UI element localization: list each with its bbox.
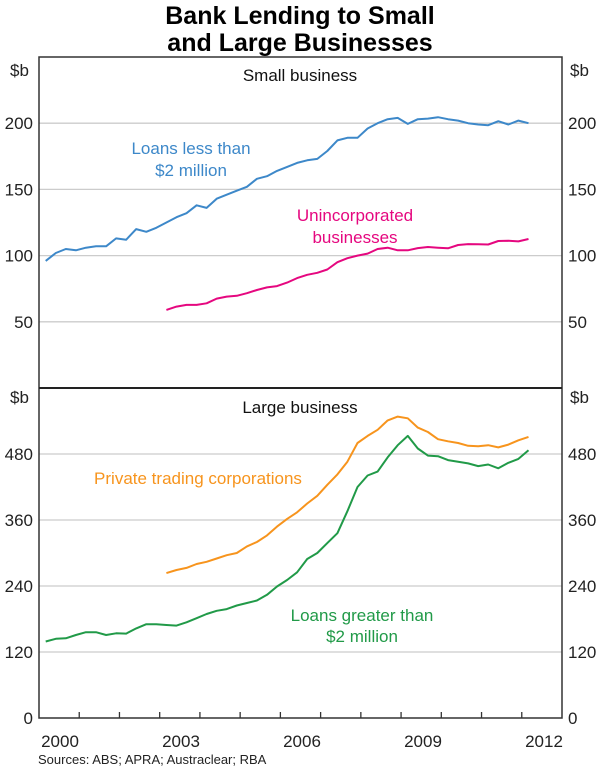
label-loans-small-l1: Loans less than — [131, 139, 250, 158]
y-unit-right-top: $b — [570, 61, 589, 80]
x-tick-label-2012: 2012 — [525, 732, 563, 751]
y-tick-label-right: 0 — [568, 709, 577, 728]
y-tick-label-left: 240 — [5, 577, 33, 596]
y-tick-label-left: 120 — [5, 643, 33, 662]
series-line-loans-greater-than-2-million — [45, 434, 530, 643]
y-tick-label-right: 360 — [568, 511, 596, 530]
y-tick-label-left: 480 — [5, 445, 33, 464]
y-tick-label-left: 100 — [5, 247, 33, 266]
x-tick-label-2009: 2009 — [404, 732, 442, 751]
label-private-trading: Private trading corporations — [94, 469, 302, 488]
y-tick-label-left: 50 — [14, 313, 33, 332]
y-tick-labels-bottom: 0 0 120 120 240 240 360 360 480 480 — [5, 445, 597, 728]
label-unincorporated-l1: Unincorporated — [297, 206, 413, 225]
y-tick-labels-top: 50 50 100 100 150 150 200 200 — [5, 114, 597, 332]
y-tick-label-right: 480 — [568, 445, 596, 464]
y-tick-label-right: 50 — [568, 313, 587, 332]
y-tick-label-left: 360 — [5, 511, 33, 530]
y-tick-label-right: 120 — [568, 643, 596, 662]
series-line-private-trading-corporations — [166, 415, 529, 575]
x-tick-label-2003: 2003 — [162, 732, 200, 751]
y-unit-right-bottom: $b — [570, 388, 589, 407]
y-tick-label-left: 0 — [24, 709, 33, 728]
source-note: Sources: ABS; APRA; Austraclear; RBA — [38, 752, 267, 767]
chart-title-line1: Bank Lending to Small — [165, 2, 434, 30]
panel-title-large: Large business — [242, 398, 357, 417]
y-unit-left-top: $b — [10, 61, 29, 80]
x-tick-label-2006: 2006 — [283, 732, 321, 751]
gridlines — [39, 122, 562, 653]
y-tick-label-right: 240 — [568, 577, 596, 596]
y-tick-label-right: 200 — [568, 114, 596, 133]
panel-title-small: Small business — [243, 66, 357, 85]
y-tick-label-right: 100 — [568, 247, 596, 266]
series-lines — [45, 116, 530, 643]
y-tick-label-right: 150 — [568, 180, 596, 199]
label-loans-large-l1: Loans greater than — [291, 606, 434, 625]
series-line-loans-less-than-2-million — [45, 116, 529, 262]
y-unit-left-bottom: $b — [10, 388, 29, 407]
x-tick-label-2000: 2000 — [41, 732, 79, 751]
label-unincorporated-l2: businesses — [312, 228, 397, 247]
label-loans-small-l2: $2 million — [155, 161, 227, 180]
label-loans-large-l2: $2 million — [326, 627, 398, 646]
y-tick-label-left: 200 — [5, 114, 33, 133]
y-tick-label-left: 150 — [5, 180, 33, 199]
series-line-unincorporated-businesses — [166, 238, 529, 311]
x-ticks — [78, 712, 523, 718]
chart-title-line2: and Large Businesses — [167, 29, 432, 57]
